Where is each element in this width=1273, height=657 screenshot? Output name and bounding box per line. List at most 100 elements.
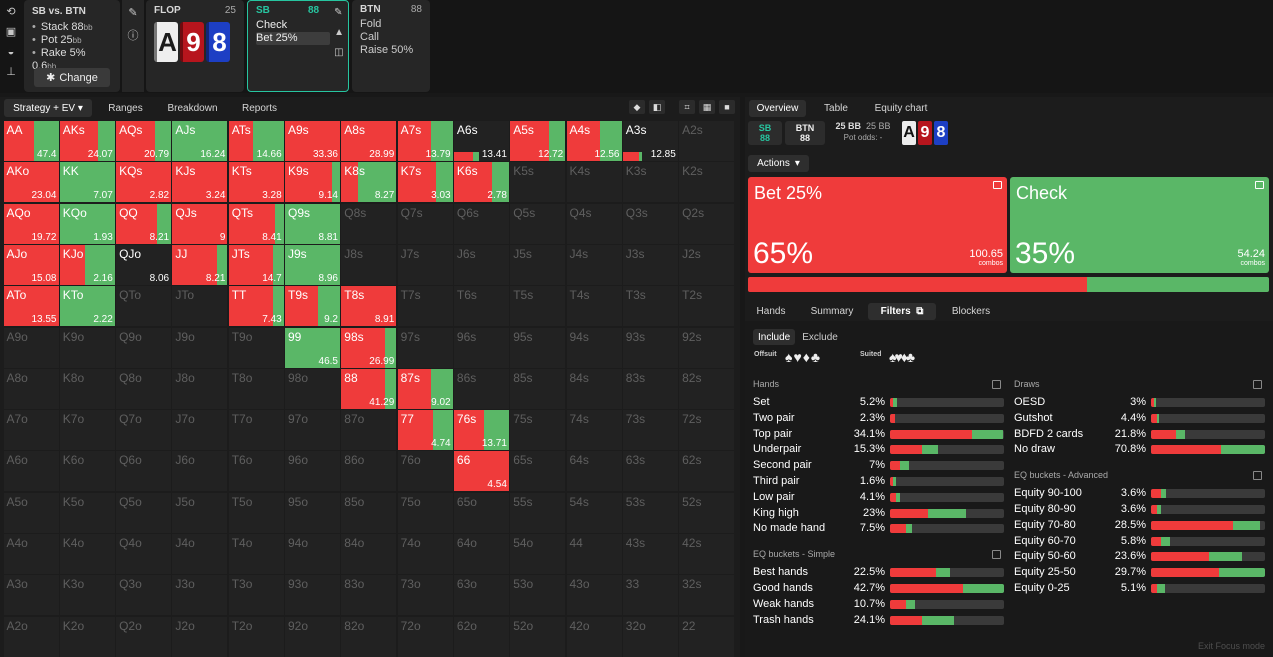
filter-row[interactable]: Equity 90-100 3.6% bbox=[1014, 486, 1266, 502]
hand-cell[interactable]: 22 bbox=[679, 616, 735, 657]
hand-cell[interactable]: 66 4.54 bbox=[453, 451, 509, 492]
filter-row[interactable]: Best hands 22.5% bbox=[753, 565, 1005, 581]
filter-row[interactable]: Third pair 1.6% bbox=[753, 474, 1005, 490]
hand-cell[interactable]: K7o bbox=[59, 410, 115, 451]
btn-spot-pill[interactable]: BTN 88 bbox=[785, 121, 825, 145]
filter-row[interactable]: Good hands 42.7% bbox=[753, 581, 1005, 597]
hand-cell[interactable]: J8s bbox=[341, 244, 397, 285]
hand-cell[interactable]: T7o bbox=[228, 410, 284, 451]
hand-cell[interactable]: 75s bbox=[510, 410, 566, 451]
cube-icon[interactable]: ◆ bbox=[629, 100, 645, 114]
filter-row[interactable]: Second pair 7% bbox=[753, 458, 1005, 474]
sb-action-bet[interactable]: Bet 25% bbox=[256, 32, 330, 45]
action-card-check[interactable]: Check 35% 54.24 combos bbox=[1010, 177, 1269, 273]
hand-cell[interactable]: A7o bbox=[3, 410, 59, 451]
hand-cell[interactable]: 99 46.5 bbox=[285, 327, 340, 368]
filter-row[interactable]: No made hand 7.5% bbox=[753, 521, 1005, 537]
hand-cell[interactable]: KTs 3.28 bbox=[228, 162, 284, 203]
hand-cell[interactable]: 98o bbox=[285, 368, 340, 409]
hand-cell[interactable]: K6s 2.78 bbox=[453, 162, 509, 203]
info-icon[interactable]: ⓘ bbox=[127, 30, 139, 42]
filter-row[interactable]: Two pair 2.3% bbox=[753, 411, 1005, 427]
hand-cell[interactable]: Q7s bbox=[397, 203, 453, 244]
hand-cell[interactable]: 43o bbox=[566, 575, 622, 616]
hand-cell[interactable]: 73s bbox=[622, 410, 678, 451]
hand-cell[interactable]: K5s bbox=[510, 162, 566, 203]
hand-cell[interactable]: J2s bbox=[679, 244, 735, 285]
hand-cell[interactable]: AQo 19.72 bbox=[3, 203, 59, 244]
hand-cell[interactable]: 96s bbox=[453, 327, 509, 368]
filter-row[interactable]: Equity 25-50 29.7% bbox=[1014, 565, 1266, 581]
hand-cell[interactable]: J6o bbox=[172, 451, 228, 492]
hand-cell[interactable]: 95s bbox=[510, 327, 566, 368]
hand-cell[interactable]: 53s bbox=[622, 492, 678, 533]
hand-cell[interactable]: 72s bbox=[679, 410, 735, 451]
filter-row[interactable]: Equity 80-90 3.6% bbox=[1014, 502, 1266, 518]
filter-row[interactable]: Trash hands 24.1% bbox=[753, 613, 1005, 629]
hand-cell[interactable]: 65s bbox=[510, 451, 566, 492]
hand-cell[interactable]: KQo 1.93 bbox=[59, 203, 115, 244]
hand-cell[interactable]: J4s bbox=[566, 244, 622, 285]
filter-row[interactable]: King high 23% bbox=[753, 506, 1005, 522]
filter-row[interactable]: OESD 3% bbox=[1014, 395, 1266, 411]
hand-cell[interactable]: Q2s bbox=[679, 203, 735, 244]
hand-cell[interactable]: 84o bbox=[341, 534, 397, 574]
filter-row[interactable]: Set 5.2% bbox=[753, 395, 1005, 411]
hand-cell[interactable]: QQ 8.21 bbox=[116, 203, 172, 244]
hand-cell[interactable]: K9s 9.14 bbox=[285, 162, 340, 203]
hand-cell[interactable]: KJs 3.24 bbox=[172, 162, 228, 203]
hand-cell[interactable]: A9s 33.36 bbox=[285, 121, 340, 161]
hand-cell[interactable]: 83s bbox=[622, 368, 678, 409]
action-card-bet[interactable]: Bet 25% 65% 100.65 combos bbox=[748, 177, 1007, 273]
hand-cell[interactable]: 93s bbox=[622, 327, 678, 368]
hand-cell[interactable]: 95o bbox=[285, 492, 340, 533]
hand-cell[interactable]: 86o bbox=[341, 451, 397, 492]
hand-cell[interactable]: T9o bbox=[228, 327, 284, 368]
hand-cell[interactable]: 44 bbox=[566, 534, 622, 574]
lock-icon[interactable]: ▲ bbox=[334, 27, 344, 38]
hand-cell[interactable]: JTo bbox=[172, 286, 228, 327]
expand-icon[interactable] bbox=[1255, 181, 1264, 189]
hand-cell[interactable]: 82s bbox=[679, 368, 735, 409]
pencil-icon[interactable]: ✎ bbox=[128, 7, 138, 19]
hand-cell[interactable]: K3o bbox=[59, 575, 115, 616]
hand-cell[interactable]: 97o bbox=[285, 410, 340, 451]
hand-cell[interactable]: 84s bbox=[566, 368, 622, 409]
tab-reports[interactable]: Reports bbox=[241, 102, 277, 114]
hand-cell[interactable]: 65o bbox=[453, 492, 509, 533]
hand-cell[interactable]: J6s bbox=[453, 244, 509, 285]
sb-spot-pill[interactable]: SB 88 bbox=[748, 121, 782, 145]
btn-action-raise[interactable]: Raise 50% bbox=[360, 44, 414, 56]
hand-cell[interactable]: Q4o bbox=[116, 534, 172, 574]
hand-cell[interactable]: 88 41.29 bbox=[341, 368, 397, 409]
expand-icon[interactable] bbox=[993, 181, 1002, 189]
filter-row[interactable]: Weak hands 10.7% bbox=[753, 597, 1005, 613]
hand-cell[interactable]: A9o bbox=[3, 327, 59, 368]
hand-cell[interactable]: QTo bbox=[116, 286, 172, 327]
hand-cell[interactable]: 43s bbox=[622, 534, 678, 574]
hand-cell[interactable]: J7o bbox=[172, 410, 228, 451]
hand-cell[interactable]: KQs 2.82 bbox=[116, 162, 172, 203]
split-icon[interactable]: ◫ bbox=[334, 47, 344, 58]
hand-cell[interactable]: J8o bbox=[172, 368, 228, 409]
actions-dropdown[interactable]: Actions ▾ bbox=[748, 155, 809, 172]
hand-cell[interactable]: 42o bbox=[566, 616, 622, 657]
hand-cell[interactable]: T8s 8.91 bbox=[341, 286, 397, 327]
hand-cell[interactable]: A4o bbox=[3, 534, 59, 574]
suited-suit-filters[interactable]: ♠♥♦♣ bbox=[889, 349, 915, 365]
hand-cell[interactable]: 63o bbox=[453, 575, 509, 616]
hand-cell[interactable]: T6o bbox=[228, 451, 284, 492]
hand-cell[interactable]: 82o bbox=[341, 616, 397, 657]
hand-cell[interactable]: K8s 8.27 bbox=[341, 162, 397, 203]
hand-cell[interactable]: K8o bbox=[59, 368, 115, 409]
hand-cell[interactable]: A3o bbox=[3, 575, 59, 616]
hand-cell[interactable]: 83o bbox=[341, 575, 397, 616]
hand-cell[interactable]: 97s bbox=[397, 327, 453, 368]
hand-cell[interactable]: Q4s bbox=[566, 203, 622, 244]
hand-cell[interactable]: K2o bbox=[59, 616, 115, 657]
hand-cell[interactable]: QTs 8.41 bbox=[228, 203, 284, 244]
hand-cell[interactable]: 73o bbox=[397, 575, 453, 616]
tab-strategy-ev[interactable]: Strategy + EV ▾ bbox=[4, 99, 92, 117]
hand-cell[interactable]: 54o bbox=[510, 534, 566, 574]
hand-cell[interactable]: 87o bbox=[341, 410, 397, 451]
